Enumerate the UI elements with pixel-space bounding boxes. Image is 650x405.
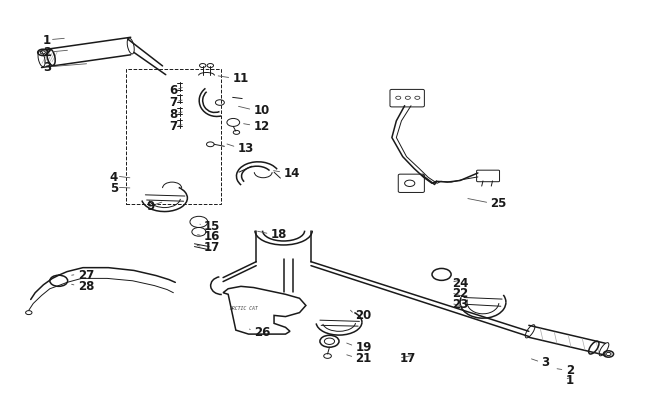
Text: 23: 23 — [452, 297, 469, 310]
Text: 3: 3 — [541, 356, 550, 369]
Text: 22: 22 — [452, 286, 469, 299]
Text: 26: 26 — [254, 325, 270, 338]
Text: 1: 1 — [566, 373, 574, 386]
Text: 19: 19 — [356, 340, 372, 353]
Text: 2: 2 — [566, 364, 574, 377]
Text: 1: 1 — [43, 34, 51, 47]
Text: 11: 11 — [233, 72, 249, 85]
Text: 15: 15 — [204, 220, 220, 233]
Text: 16: 16 — [204, 230, 220, 243]
Text: 7: 7 — [169, 120, 177, 133]
Text: 4: 4 — [110, 170, 118, 183]
Text: 25: 25 — [491, 197, 507, 210]
Text: 24: 24 — [452, 276, 469, 289]
Text: ARCTIC CAT: ARCTIC CAT — [229, 305, 259, 310]
Text: 21: 21 — [356, 351, 372, 364]
Text: 5: 5 — [110, 181, 118, 194]
Text: 6: 6 — [169, 84, 177, 97]
Text: 8: 8 — [169, 108, 177, 121]
Text: 7: 7 — [169, 96, 177, 109]
Text: 17: 17 — [204, 241, 220, 254]
Text: 2: 2 — [43, 47, 51, 60]
Text: 20: 20 — [356, 308, 372, 321]
Text: 9: 9 — [146, 199, 154, 212]
Text: 3: 3 — [43, 61, 51, 74]
Text: 14: 14 — [283, 166, 300, 179]
Text: 27: 27 — [78, 268, 94, 281]
Text: 10: 10 — [254, 104, 270, 117]
Text: 18: 18 — [271, 228, 287, 241]
Text: 12: 12 — [254, 119, 270, 132]
Text: 13: 13 — [238, 141, 254, 154]
Text: 17: 17 — [400, 352, 417, 365]
Text: 28: 28 — [78, 279, 94, 292]
